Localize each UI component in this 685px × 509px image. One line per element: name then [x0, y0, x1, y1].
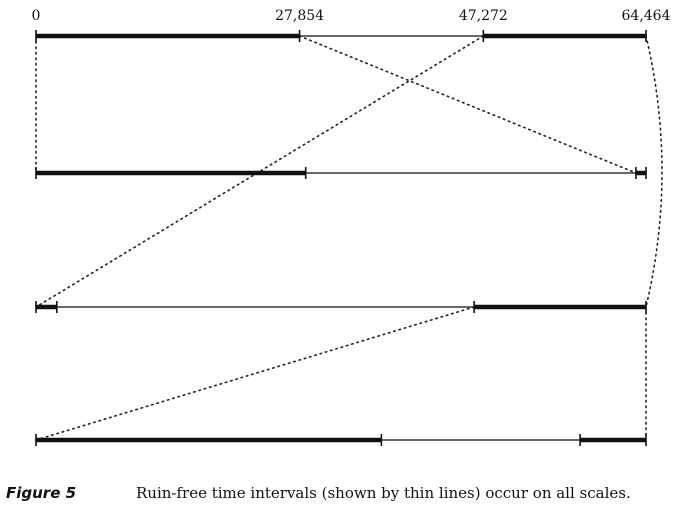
tick-label-2: 27,854 — [275, 8, 324, 24]
interval-row-3 — [35, 301, 647, 313]
interval-row-1 — [35, 30, 647, 42]
connector-4 — [645, 35, 663, 308]
caption-text: Ruin-free time intervals (shown by thin … — [136, 484, 631, 502]
connector-2 — [298, 35, 637, 174]
tick-labels: 0 27,854 47,272 64,464 — [32, 8, 671, 24]
connector-5 — [35, 306, 475, 441]
figure-caption: Figure 5 Ruin-free time intervals (shown … — [6, 484, 631, 502]
interval-row-2 — [35, 167, 647, 179]
figure-number: Figure 5 — [6, 484, 77, 502]
tick-label-1: 0 — [32, 8, 41, 24]
dotted-connectors — [35, 35, 663, 441]
ruin-free-intervals-diagram: 0 27,854 47,272 64,464 — [32, 8, 671, 446]
connector-3 — [35, 35, 485, 308]
tick-label-3: 47,272 — [459, 8, 508, 24]
interval-row-4 — [35, 434, 647, 446]
interval-rows — [35, 30, 647, 446]
tick-label-4: 64,464 — [622, 8, 671, 24]
